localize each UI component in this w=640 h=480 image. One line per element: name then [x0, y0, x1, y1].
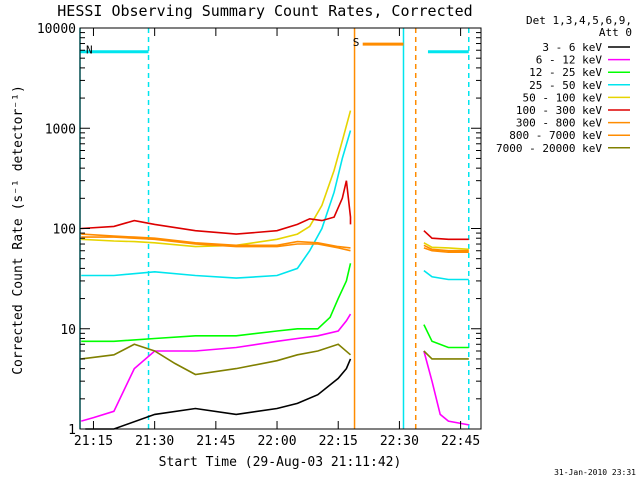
series-0-segment-0 — [85, 358, 352, 430]
series-3-segment-1 — [423, 269, 469, 281]
x-tick-label-3: 22:00 — [257, 434, 296, 449]
legend-label-6: 300 - 800 keV — [516, 117, 602, 130]
legend-label-0: 3 - 6 keV — [542, 41, 602, 54]
series-2-segment-0 — [81, 263, 352, 343]
y-tick-label-3: 1000 — [45, 122, 76, 137]
x-axis-label: Start Time (29-Aug-03 21:11:42) — [159, 455, 402, 470]
legend-label-4: 50 - 100 keV — [523, 91, 603, 104]
y-axis-label: Corrected Count Rate (s⁻¹ detector⁻¹) — [11, 85, 26, 375]
series-7-segment-0 — [81, 236, 351, 252]
series-4-segment-0 — [81, 110, 352, 248]
x-tick-label-1: 21:30 — [135, 434, 174, 449]
series-5-segment-1 — [423, 230, 469, 241]
legend-label-1: 6 - 12 keV — [536, 54, 603, 67]
series-2-segment-1 — [423, 324, 469, 349]
series-1-segment-0 — [80, 313, 352, 422]
flag-label-1: S — [353, 36, 360, 49]
footer-timestamp: 31-Jan-2010 23:31 — [554, 468, 636, 477]
series-1-segment-1 — [423, 350, 469, 426]
x-tick-label-0: 21:15 — [74, 434, 113, 449]
y-tick-label-0: 1 — [68, 423, 76, 438]
y-tick-label-2: 100 — [53, 223, 76, 238]
legend-header-line-1: Det 1,3,4,5,6,9, — [526, 14, 632, 27]
y-axis: 1 10 100 1000 10000 — [37, 22, 481, 438]
plot-content: NS — [79, 28, 470, 430]
x-tick-label-4: 22:15 — [319, 434, 358, 449]
x-tick-label-6: 22:45 — [441, 434, 480, 449]
series-3-segment-0 — [81, 130, 352, 279]
legend-label-5: 100 - 300 keV — [516, 104, 602, 117]
y-tick-label-1: 10 — [60, 323, 76, 338]
plot-frame — [79, 27, 482, 430]
series-8-segment-0 — [81, 343, 352, 376]
series-6-segment-1 — [423, 244, 469, 252]
series-4-segment-1 — [423, 242, 469, 251]
legend-label-7: 800 - 7000 keV — [509, 129, 602, 142]
series-5-segment-0 — [81, 180, 352, 235]
legend-header-line-2: Att 0 — [599, 26, 632, 39]
legend-label-2: 12 - 25 keV — [529, 66, 602, 79]
y-tick-label-4: 10000 — [37, 22, 76, 37]
x-tick-label-5: 22:30 — [380, 434, 419, 449]
series-8-segment-1 — [423, 350, 469, 360]
series-7-segment-1 — [423, 247, 469, 253]
legend-label-8: 7000 - 20000 keV — [496, 142, 602, 155]
chart-title: HESSI Observing Summary Count Rates, Cor… — [57, 2, 472, 20]
x-tick-label-2: 21:45 — [196, 434, 235, 449]
legend-label-3: 25 - 50 keV — [529, 79, 602, 92]
series-6-segment-0 — [81, 233, 351, 249]
x-axis: 21:15 21:30 21:45 22:00 22:15 22:30 22:45 — [74, 28, 480, 449]
flag-label-0: N — [86, 44, 93, 57]
